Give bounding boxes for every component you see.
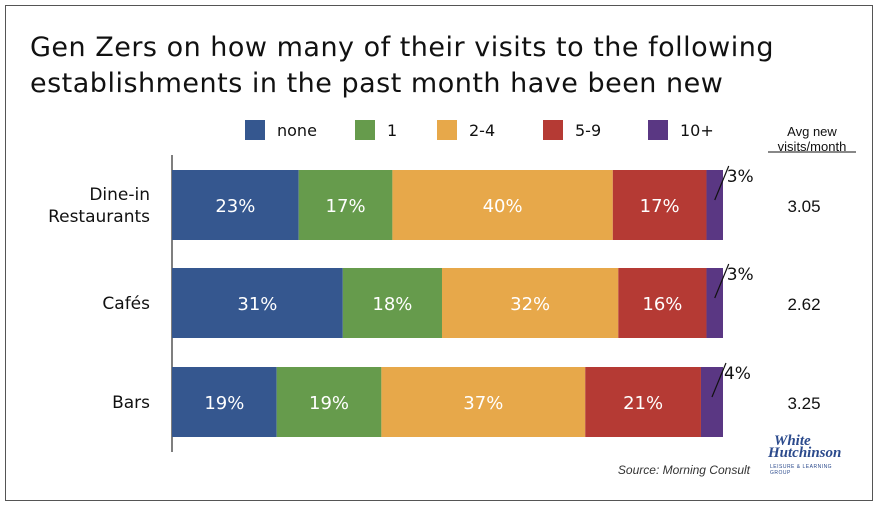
white-hutchinson-logo: White Hutchinson LEISURE & LEARNING GROU… — [764, 434, 848, 480]
bar-segment-1-1 — [342, 268, 442, 338]
bar-segment-1-4 — [706, 268, 723, 338]
bar-segment-2-3 — [585, 367, 701, 437]
data-label-2-2: 37% — [463, 393, 503, 414]
category-label-0-1: Restaurants — [48, 207, 150, 227]
data-label-0-2: 40% — [483, 196, 523, 217]
legend-label-3: 5-9 — [575, 121, 601, 140]
bar-segment-2-0 — [172, 367, 277, 437]
logo-line1: White — [774, 433, 811, 449]
bar-segment-1-2 — [441, 268, 619, 338]
legend-swatch-0 — [245, 120, 265, 140]
bar-segment-0-4 — [706, 170, 723, 240]
data-label-2-4: 4% — [724, 364, 751, 384]
chart-frame — [5, 5, 873, 501]
source-note: Source: Morning Consult — [617, 463, 750, 477]
legend-swatch-4 — [648, 120, 668, 140]
data-label-1-3: 16% — [642, 294, 682, 315]
bar-segment-1-0 — [172, 268, 343, 338]
legend-swatch-1 — [355, 120, 375, 140]
avg-header-line-1: visits/month — [778, 139, 847, 154]
bar-segment-2-1 — [276, 367, 382, 437]
avg-value-0: 3.05 — [787, 197, 820, 216]
data-label-1-1: 18% — [372, 294, 412, 315]
avg-value-2: 3.25 — [787, 394, 820, 413]
legend-label-0: none — [277, 121, 317, 140]
data-label-0-0: 23% — [215, 196, 255, 217]
data-label-0-3: 17% — [640, 196, 680, 217]
legend-label-4: 10+ — [680, 121, 714, 140]
data-label-0-1: 17% — [326, 196, 366, 217]
bar-segment-0-3 — [612, 170, 707, 240]
data-label-2-3: 21% — [623, 393, 663, 414]
bar-segment-0-2 — [392, 170, 613, 240]
leader-line-1 — [714, 263, 730, 299]
data-label-2-0: 19% — [204, 393, 244, 414]
leader-line-2 — [711, 362, 727, 398]
data-label-0-4: 3% — [727, 167, 754, 187]
data-label-1-4: 3% — [727, 265, 754, 285]
data-label-1-0: 31% — [237, 294, 277, 315]
legend-label-2: 2-4 — [469, 121, 495, 140]
legend-label-1: 1 — [387, 121, 397, 140]
legend-swatch-3 — [543, 120, 563, 140]
avg-header-line-0: Avg new — [787, 124, 837, 139]
bar-segment-2-2 — [381, 367, 586, 437]
category-label-1-0: Cafés — [102, 294, 150, 314]
bar-segment-1-3 — [618, 268, 707, 338]
category-label-0-0: Dine-in — [89, 185, 150, 205]
chart-title: Gen Zers on how many of their visits to … — [30, 32, 774, 99]
data-label-1-2: 32% — [510, 294, 550, 315]
legend-swatch-2 — [437, 120, 457, 140]
logo-line2: Hutchinson — [768, 445, 842, 461]
logo-tagline: LEISURE & LEARNING GROUP — [770, 464, 833, 476]
data-label-2-1: 19% — [309, 393, 349, 414]
bar-segment-0-0 — [172, 170, 299, 240]
category-label-2-0: Bars — [112, 393, 150, 413]
bar-segment-0-1 — [298, 170, 393, 240]
avg-value-1: 2.62 — [787, 295, 820, 314]
leader-line-0 — [714, 165, 730, 201]
